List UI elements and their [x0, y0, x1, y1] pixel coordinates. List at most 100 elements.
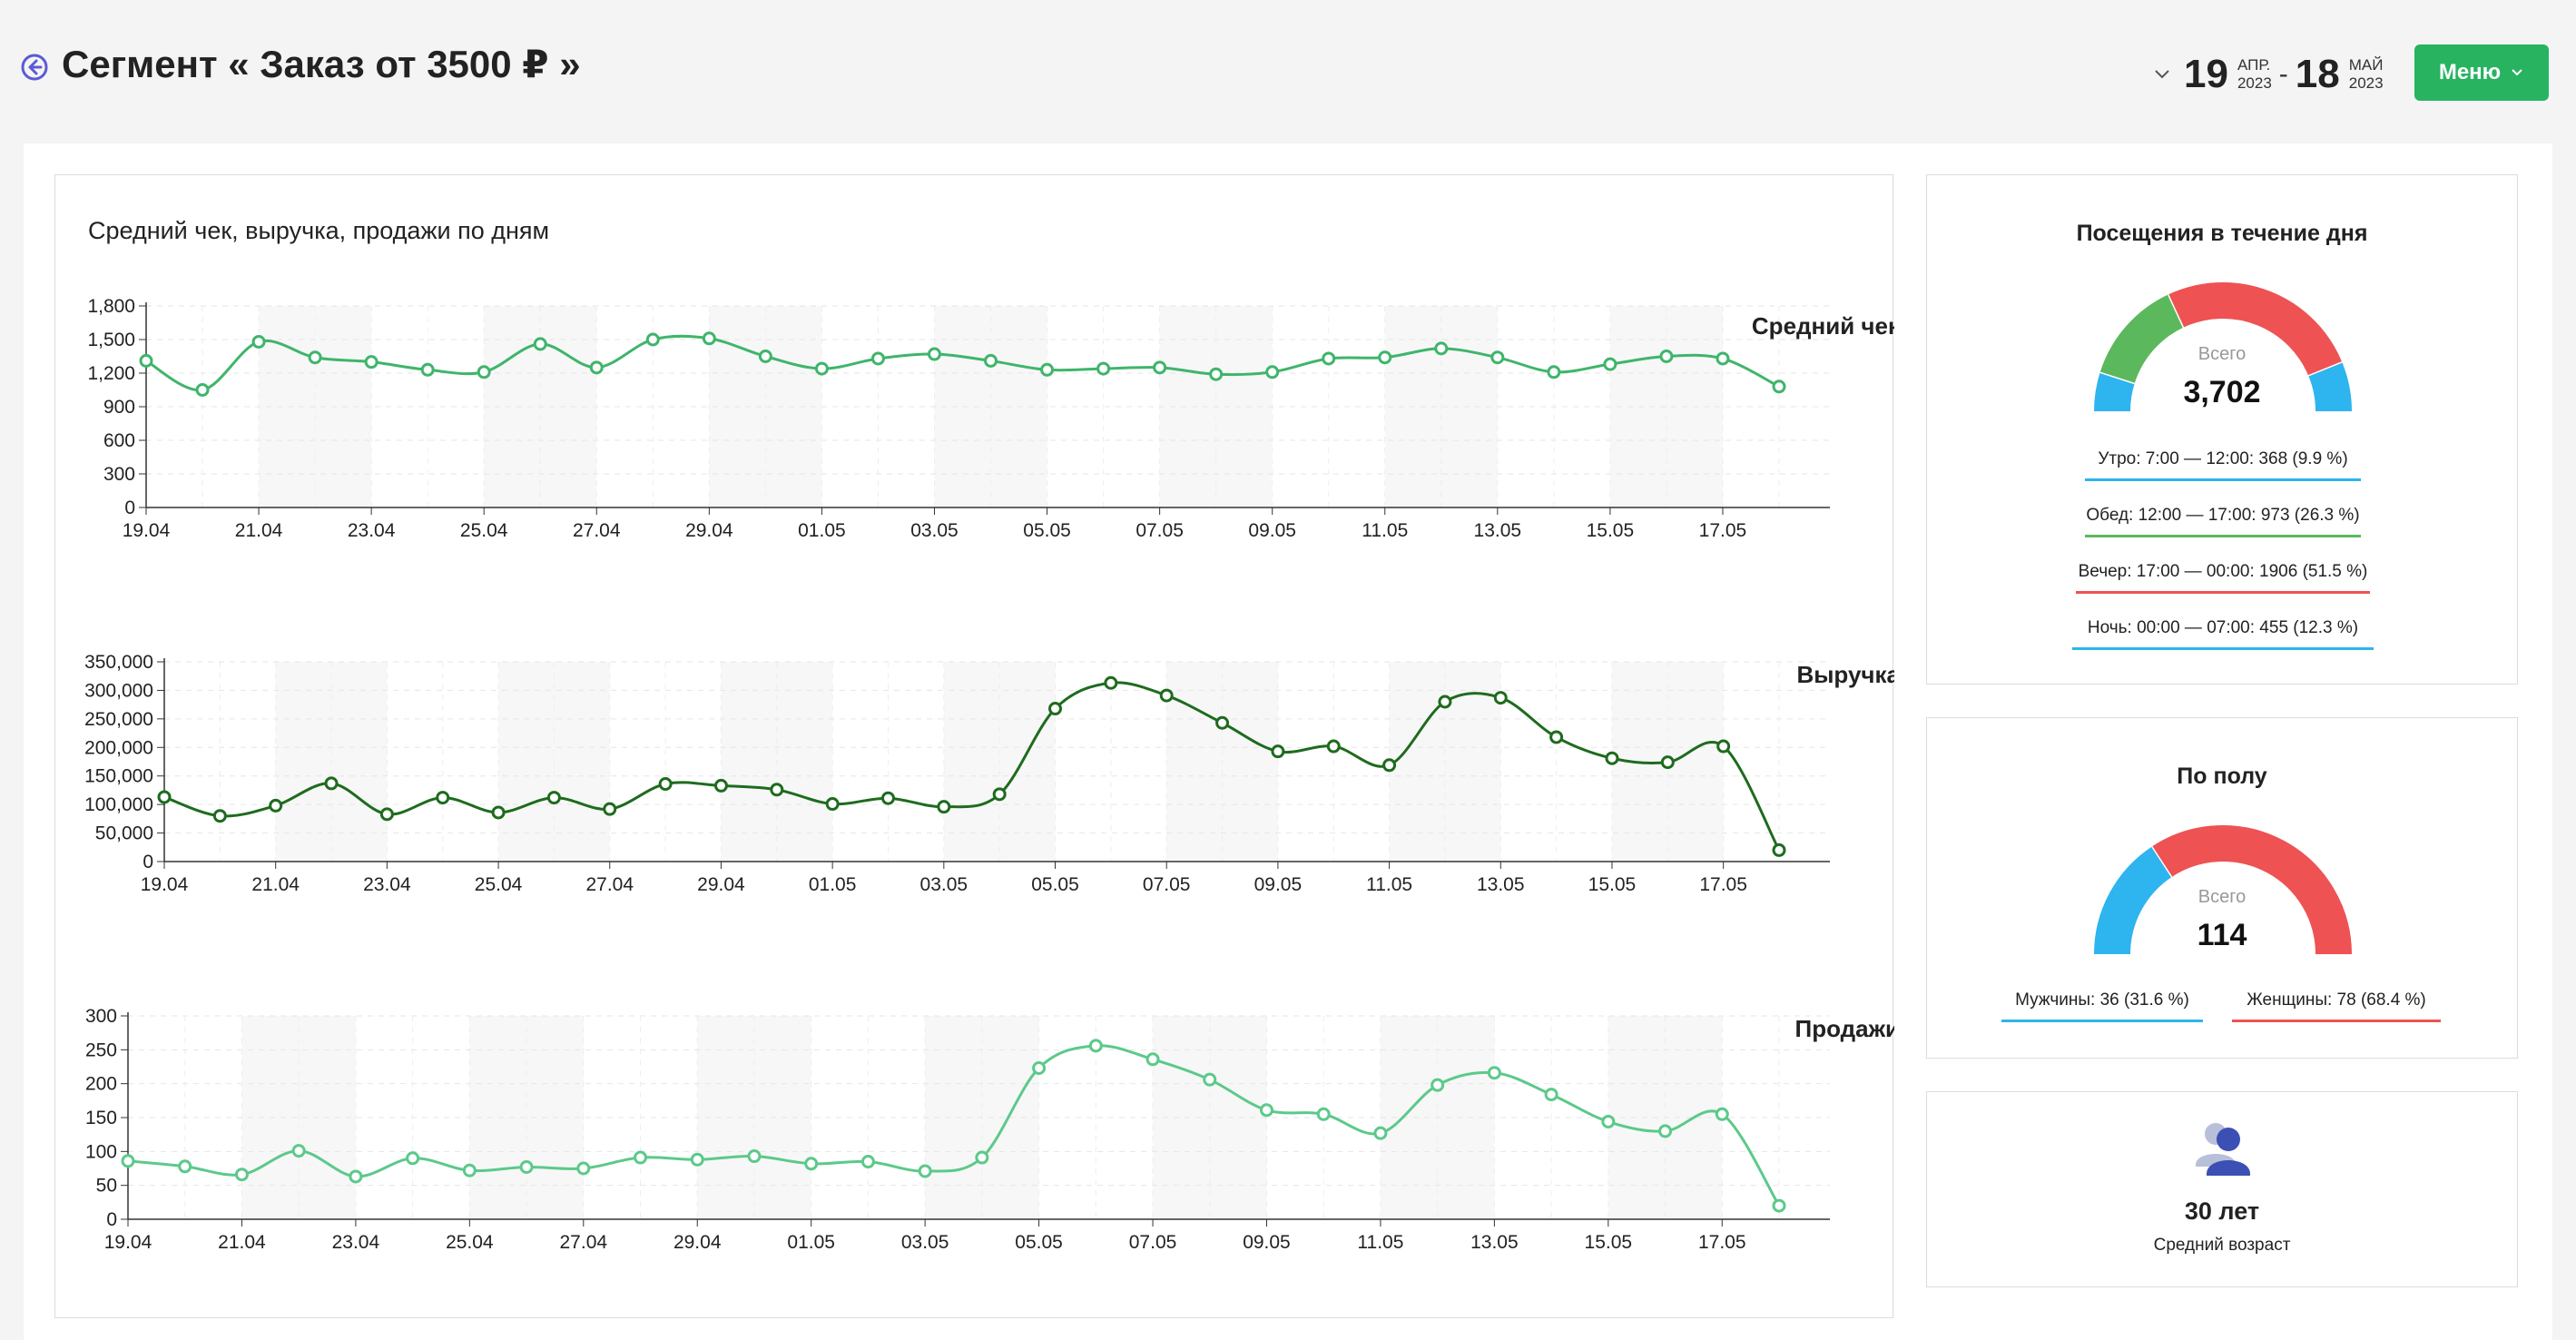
- data-point[interactable]: [860, 1155, 875, 1169]
- data-point[interactable]: [212, 809, 227, 823]
- data-point[interactable]: [1104, 675, 1118, 690]
- data-point[interactable]: [918, 1164, 932, 1178]
- data-point[interactable]: [379, 807, 394, 822]
- data-point[interactable]: [1434, 341, 1449, 356]
- date-range-picker[interactable]: 19 АПР. 2023 - 18 МАЙ 2023: [2151, 47, 2384, 102]
- data-point[interactable]: [1153, 360, 1167, 375]
- gauge-segment[interactable]: [2308, 362, 2352, 412]
- data-point[interactable]: [804, 1157, 819, 1171]
- data-point[interactable]: [1549, 730, 1564, 744]
- data-point[interactable]: [477, 365, 491, 379]
- data-point[interactable]: [420, 362, 435, 377]
- data-point[interactable]: [1088, 1039, 1103, 1053]
- data-point[interactable]: [291, 1144, 306, 1158]
- data-point[interactable]: [1145, 1052, 1160, 1067]
- data-point[interactable]: [195, 383, 210, 397]
- data-point[interactable]: [589, 360, 604, 375]
- data-point[interactable]: [1096, 361, 1111, 376]
- gauge-segment[interactable]: [2152, 825, 2352, 955]
- data-point[interactable]: [1490, 350, 1505, 365]
- data-point[interactable]: [308, 350, 322, 365]
- data-point[interactable]: [658, 777, 673, 792]
- data-point[interactable]: [269, 798, 283, 813]
- data-point[interactable]: [1378, 350, 1392, 365]
- data-point[interactable]: [1772, 842, 1786, 857]
- data-point[interactable]: [1716, 739, 1731, 754]
- data-point[interactable]: [251, 334, 266, 349]
- data-point[interactable]: [1603, 357, 1617, 371]
- data-point[interactable]: [814, 361, 829, 376]
- data-point[interactable]: [1316, 1107, 1331, 1121]
- data-point[interactable]: [975, 1150, 989, 1165]
- data-point[interactable]: [1048, 702, 1063, 716]
- data-point[interactable]: [1326, 739, 1341, 754]
- data-point[interactable]: [770, 783, 784, 797]
- data-point[interactable]: [1772, 1198, 1786, 1213]
- data-point[interactable]: [324, 776, 339, 791]
- data-point[interactable]: [1259, 1103, 1273, 1118]
- data-point[interactable]: [519, 1160, 534, 1175]
- data-point[interactable]: [645, 332, 660, 347]
- data-point[interactable]: [1716, 351, 1730, 366]
- data-point[interactable]: [436, 791, 450, 805]
- data-point[interactable]: [1605, 751, 1619, 765]
- data-point[interactable]: [1040, 362, 1055, 377]
- data-point[interactable]: [1438, 695, 1452, 709]
- data-point[interactable]: [1215, 715, 1230, 730]
- menu-button[interactable]: Меню: [2414, 44, 2549, 101]
- data-point[interactable]: [1431, 1078, 1445, 1092]
- data-point[interactable]: [576, 1161, 591, 1176]
- data-point[interactable]: [870, 351, 885, 366]
- data-point[interactable]: [1601, 1114, 1616, 1128]
- data-point[interactable]: [1271, 744, 1285, 759]
- data-point[interactable]: [121, 1154, 135, 1168]
- data-point[interactable]: [1547, 365, 1561, 379]
- data-point[interactable]: [992, 787, 1007, 802]
- data-point[interactable]: [1715, 1107, 1729, 1121]
- data-point[interactable]: [1159, 688, 1174, 703]
- data-point[interactable]: [349, 1169, 363, 1184]
- data-point[interactable]: [234, 1168, 249, 1182]
- data-point[interactable]: [491, 805, 506, 820]
- data-point[interactable]: [880, 791, 895, 805]
- data-point[interactable]: [937, 800, 951, 814]
- data-point[interactable]: [157, 790, 172, 804]
- gauge-segment[interactable]: [2099, 294, 2185, 384]
- x-tick-label: 07.05: [1129, 1232, 1177, 1253]
- data-point[interactable]: [634, 1150, 648, 1165]
- data-point[interactable]: [178, 1159, 192, 1174]
- data-point[interactable]: [747, 1149, 762, 1164]
- data-point[interactable]: [1209, 367, 1224, 381]
- data-point[interactable]: [1660, 755, 1675, 770]
- data-point[interactable]: [406, 1151, 420, 1166]
- data-point[interactable]: [825, 797, 840, 812]
- data-point[interactable]: [1487, 1066, 1501, 1080]
- data-point[interactable]: [1322, 351, 1336, 366]
- data-point[interactable]: [139, 353, 153, 368]
- data-point[interactable]: [1772, 379, 1786, 394]
- data-point[interactable]: [462, 1163, 477, 1177]
- gauge-segment[interactable]: [2168, 282, 2343, 378]
- data-point[interactable]: [364, 355, 379, 369]
- gauge-segment[interactable]: [2094, 846, 2173, 955]
- data-point[interactable]: [758, 350, 772, 363]
- data-point[interactable]: [1658, 1124, 1673, 1138]
- data-point[interactable]: [533, 337, 547, 351]
- data-point[interactable]: [603, 802, 617, 816]
- data-point[interactable]: [1373, 1126, 1388, 1140]
- data-point[interactable]: [1382, 758, 1397, 773]
- data-point[interactable]: [927, 347, 941, 361]
- back-arrow-icon[interactable]: [20, 53, 49, 82]
- data-point[interactable]: [1203, 1072, 1217, 1087]
- data-point[interactable]: [1032, 1060, 1047, 1075]
- data-point[interactable]: [546, 791, 561, 805]
- data-point[interactable]: [1493, 691, 1508, 705]
- data-point[interactable]: [713, 778, 728, 793]
- data-point[interactable]: [984, 353, 998, 368]
- data-point[interactable]: [690, 1152, 704, 1167]
- gauge-separator: [2307, 361, 2344, 378]
- data-point[interactable]: [1544, 1088, 1558, 1102]
- data-point[interactable]: [1265, 365, 1280, 379]
- data-point[interactable]: [702, 331, 716, 346]
- data-point[interactable]: [1659, 350, 1674, 363]
